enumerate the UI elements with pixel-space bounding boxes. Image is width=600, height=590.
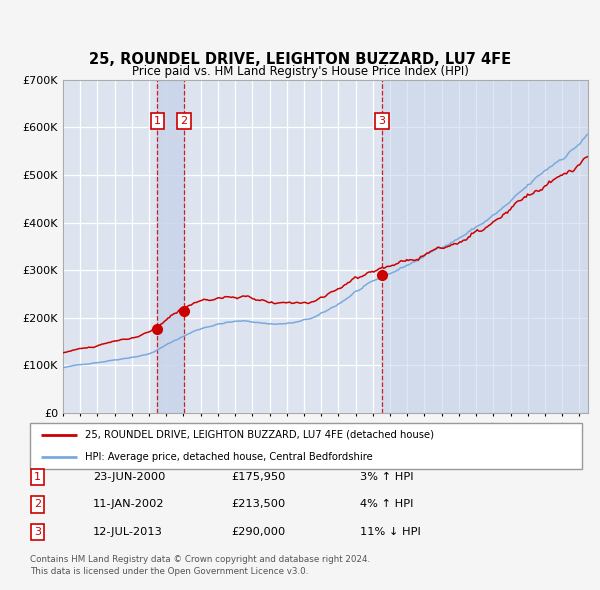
Text: 2: 2 bbox=[181, 116, 188, 126]
Text: HPI: Average price, detached house, Central Bedfordshire: HPI: Average price, detached house, Cent… bbox=[85, 452, 373, 462]
Bar bbox=[157, 80, 184, 413]
Text: £290,000: £290,000 bbox=[231, 527, 285, 537]
Text: 3: 3 bbox=[379, 116, 385, 126]
Text: 12-JUL-2013: 12-JUL-2013 bbox=[93, 527, 163, 537]
Text: £213,500: £213,500 bbox=[231, 500, 285, 509]
Bar bbox=[382, 80, 588, 413]
Text: £175,950: £175,950 bbox=[231, 472, 286, 481]
Text: 4% ↑ HPI: 4% ↑ HPI bbox=[360, 500, 413, 509]
Text: This data is licensed under the Open Government Licence v3.0.: This data is licensed under the Open Gov… bbox=[30, 566, 308, 576]
Text: 1: 1 bbox=[34, 472, 41, 481]
Text: Price paid vs. HM Land Registry's House Price Index (HPI): Price paid vs. HM Land Registry's House … bbox=[131, 65, 469, 78]
Text: 3: 3 bbox=[34, 527, 41, 537]
Text: 3% ↑ HPI: 3% ↑ HPI bbox=[360, 472, 413, 481]
Text: 1: 1 bbox=[154, 116, 161, 126]
Text: 11-JAN-2002: 11-JAN-2002 bbox=[93, 500, 164, 509]
FancyBboxPatch shape bbox=[30, 423, 582, 469]
Text: 23-JUN-2000: 23-JUN-2000 bbox=[93, 472, 166, 481]
Text: 11% ↓ HPI: 11% ↓ HPI bbox=[360, 527, 421, 537]
Text: 25, ROUNDEL DRIVE, LEIGHTON BUZZARD, LU7 4FE (detached house): 25, ROUNDEL DRIVE, LEIGHTON BUZZARD, LU7… bbox=[85, 430, 434, 440]
Text: 2: 2 bbox=[34, 500, 41, 509]
Text: Contains HM Land Registry data © Crown copyright and database right 2024.: Contains HM Land Registry data © Crown c… bbox=[30, 555, 370, 564]
Text: 25, ROUNDEL DRIVE, LEIGHTON BUZZARD, LU7 4FE: 25, ROUNDEL DRIVE, LEIGHTON BUZZARD, LU7… bbox=[89, 51, 511, 67]
